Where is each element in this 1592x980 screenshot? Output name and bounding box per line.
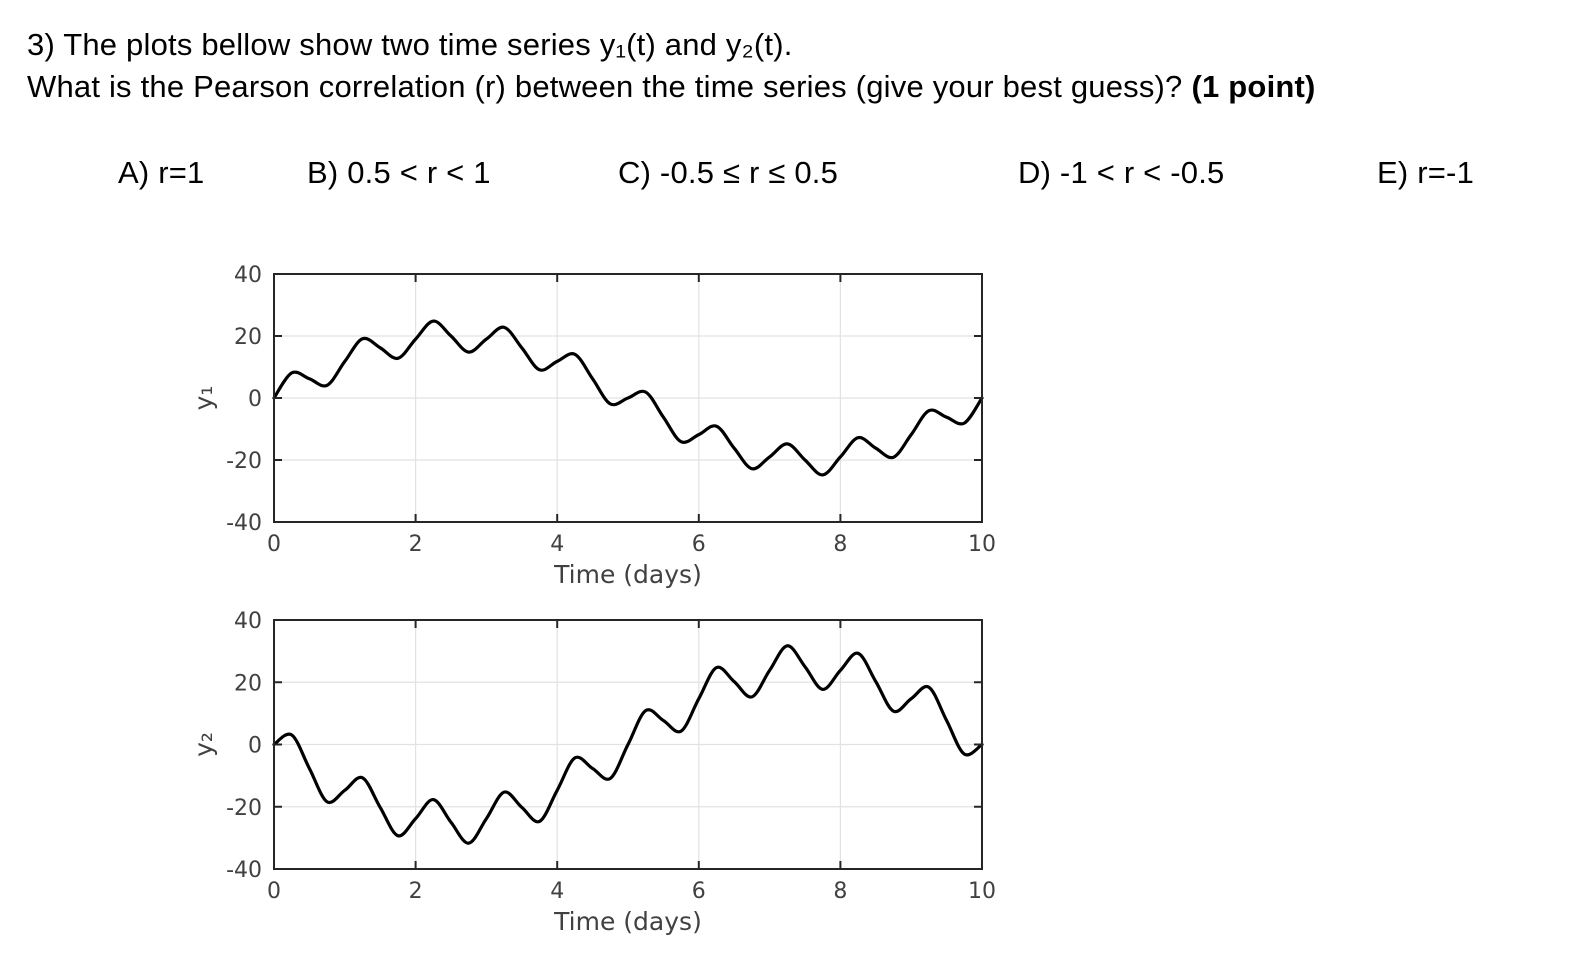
y-tick-label: -40 [226, 858, 262, 883]
x-tick-label: 6 [692, 879, 706, 904]
x-tick-label: 10 [968, 532, 996, 557]
y2-series-line [272, 644, 984, 845]
answer-option-c: C) -0.5 ≤ r ≤ 0.5 [618, 155, 839, 190]
y2-time-series-plot: 0 2 4 6 8 10 -40 -20 0 20 40 Time (days) y₂ [189, 609, 996, 936]
y2-y-axis-label: y₂ [189, 732, 218, 757]
question-text-line1: 3) The plots bellow show two time series… [27, 27, 793, 62]
y-tick-label: 0 [248, 734, 262, 759]
y1-series-line [272, 319, 984, 477]
y1-x-axis-label: Time (days) [553, 560, 702, 589]
x-tick-label: 2 [409, 532, 423, 557]
y-tick-label: -20 [226, 449, 262, 474]
x-tick-label: 0 [267, 879, 281, 904]
x-tick-label: 8 [833, 532, 847, 557]
y2-x-tick-labels: 0 2 4 6 8 10 [267, 879, 996, 904]
answer-option-d: D) -1 < r < -0.5 [1018, 155, 1225, 190]
y1-axis-ticks [273, 273, 983, 523]
y2-y-tick-labels: -40 -20 0 20 40 [226, 609, 262, 883]
answer-option-a: A) r=1 [118, 155, 205, 190]
y-tick-label: 20 [234, 671, 262, 696]
y-tick-label: 40 [234, 609, 262, 634]
y2-axis-ticks [273, 619, 983, 870]
y-tick-label: -40 [226, 511, 262, 536]
y-tick-label: 40 [234, 263, 262, 288]
y-tick-label: 0 [248, 387, 262, 412]
x-tick-label: 4 [550, 532, 564, 557]
x-tick-label: 0 [267, 532, 281, 557]
y1-y-tick-labels: -40 -20 0 20 40 [226, 263, 262, 536]
y2-x-axis-label: Time (days) [553, 907, 702, 936]
x-tick-label: 6 [692, 532, 706, 557]
x-tick-label: 8 [833, 879, 847, 904]
y-tick-label: 20 [234, 325, 262, 350]
x-tick-label: 4 [550, 879, 564, 904]
points-note: (1 point) [1191, 69, 1316, 104]
y1-time-series-plot: 0 2 4 6 8 10 -40 -20 0 20 40 Time (days) y₁ [189, 263, 996, 589]
question-text-line2: What is the Pearson correlation (r) betw… [27, 66, 1316, 108]
x-tick-label: 2 [409, 879, 423, 904]
answer-option-b: B) 0.5 < r < 1 [307, 155, 491, 190]
y1-y-axis-label: y₁ [189, 386, 218, 411]
x-tick-label: 10 [968, 879, 996, 904]
y-tick-label: -20 [226, 796, 262, 821]
answer-option-e: E) r=-1 [1377, 155, 1475, 190]
question-text-line2-main: What is the Pearson correlation (r) betw… [27, 69, 1183, 104]
y1-x-tick-labels: 0 2 4 6 8 10 [267, 532, 996, 557]
